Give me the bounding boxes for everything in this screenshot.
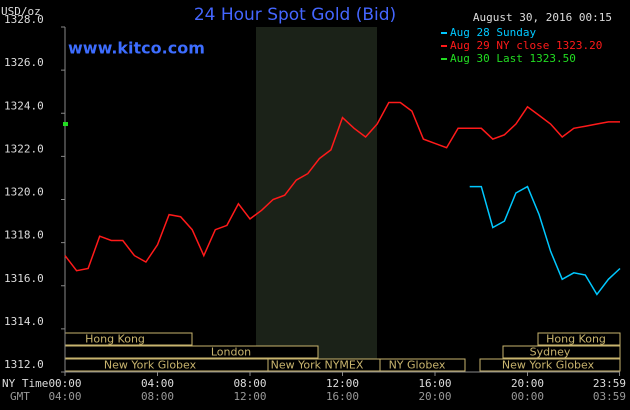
point bbox=[63, 122, 68, 127]
y-unit: USD/oz bbox=[1, 5, 41, 18]
y-tick-label: 1320.0 bbox=[4, 186, 44, 199]
y-tick-label: 1312.0 bbox=[4, 358, 44, 371]
y-tick-label: 1324.0 bbox=[4, 99, 44, 112]
x-tick-label: 20:00 bbox=[511, 377, 544, 390]
x-tick-label: 16:00 bbox=[418, 377, 451, 390]
gmt-tick-label: 16:00 bbox=[326, 390, 359, 403]
gmt-tick-label: 12:00 bbox=[233, 390, 266, 403]
gmt-tick-label: 04:00 bbox=[48, 390, 81, 403]
session bbox=[379, 358, 466, 372]
y-tick-label: 1316.0 bbox=[4, 272, 44, 285]
session-label: London bbox=[211, 346, 251, 359]
y-tick-label: 1314.0 bbox=[4, 315, 44, 328]
row-label: NY Time bbox=[2, 377, 48, 390]
session bbox=[502, 345, 621, 359]
site: www.kitco.com bbox=[68, 39, 205, 58]
chart-title: 24 Hour Spot Gold (Bid) bbox=[194, 5, 396, 25]
x-tick-label: 23:59 bbox=[593, 377, 626, 390]
nymex-shade bbox=[256, 27, 377, 372]
y-tick-label: 1328.0 bbox=[4, 13, 44, 26]
y-tick-label: 1322.0 bbox=[4, 142, 44, 155]
gmt-tick-label: 03:59 bbox=[593, 390, 626, 403]
sessions: Hong Kong Hong Kong London Sydney New Yo… bbox=[64, 332, 621, 372]
gmt-tick-label: 00:00 bbox=[511, 390, 544, 403]
legend-label: Aug 28 Sunday bbox=[450, 26, 536, 39]
session-label: Hong Kong bbox=[546, 333, 606, 346]
series-line bbox=[469, 185, 621, 296]
legend-label: Aug 29 NY close 1323.20 bbox=[450, 39, 602, 52]
session-label: New York Globex bbox=[502, 359, 595, 372]
x-tick-label: 08:00 bbox=[233, 377, 266, 390]
y-tick-label: 1318.0 bbox=[4, 229, 44, 242]
series-line bbox=[64, 101, 620, 272]
session-label: Hong Kong bbox=[85, 333, 145, 346]
y-tick-label: 1326.0 bbox=[4, 56, 44, 69]
x-tick-label: 04:00 bbox=[141, 377, 174, 390]
x-tick-label: 00:00 bbox=[48, 377, 81, 390]
row-label: GMT bbox=[10, 390, 30, 403]
session-label: NY Globex bbox=[389, 359, 446, 372]
session bbox=[64, 345, 319, 359]
session bbox=[479, 358, 621, 372]
gmt-tick-label: 20:00 bbox=[418, 390, 451, 403]
session-label: Sydney bbox=[530, 346, 571, 359]
session-label: New York Globex bbox=[104, 359, 197, 372]
gmt-tick-label: 08:00 bbox=[141, 390, 174, 403]
session bbox=[537, 332, 621, 346]
legend-label: Aug 30 Last 1323.50 bbox=[450, 52, 576, 65]
timestamp: August 30, 2016 00:15 bbox=[473, 11, 612, 24]
x-tick-label: 12:00 bbox=[326, 377, 359, 390]
session-label: New York NYMEX bbox=[271, 359, 364, 372]
